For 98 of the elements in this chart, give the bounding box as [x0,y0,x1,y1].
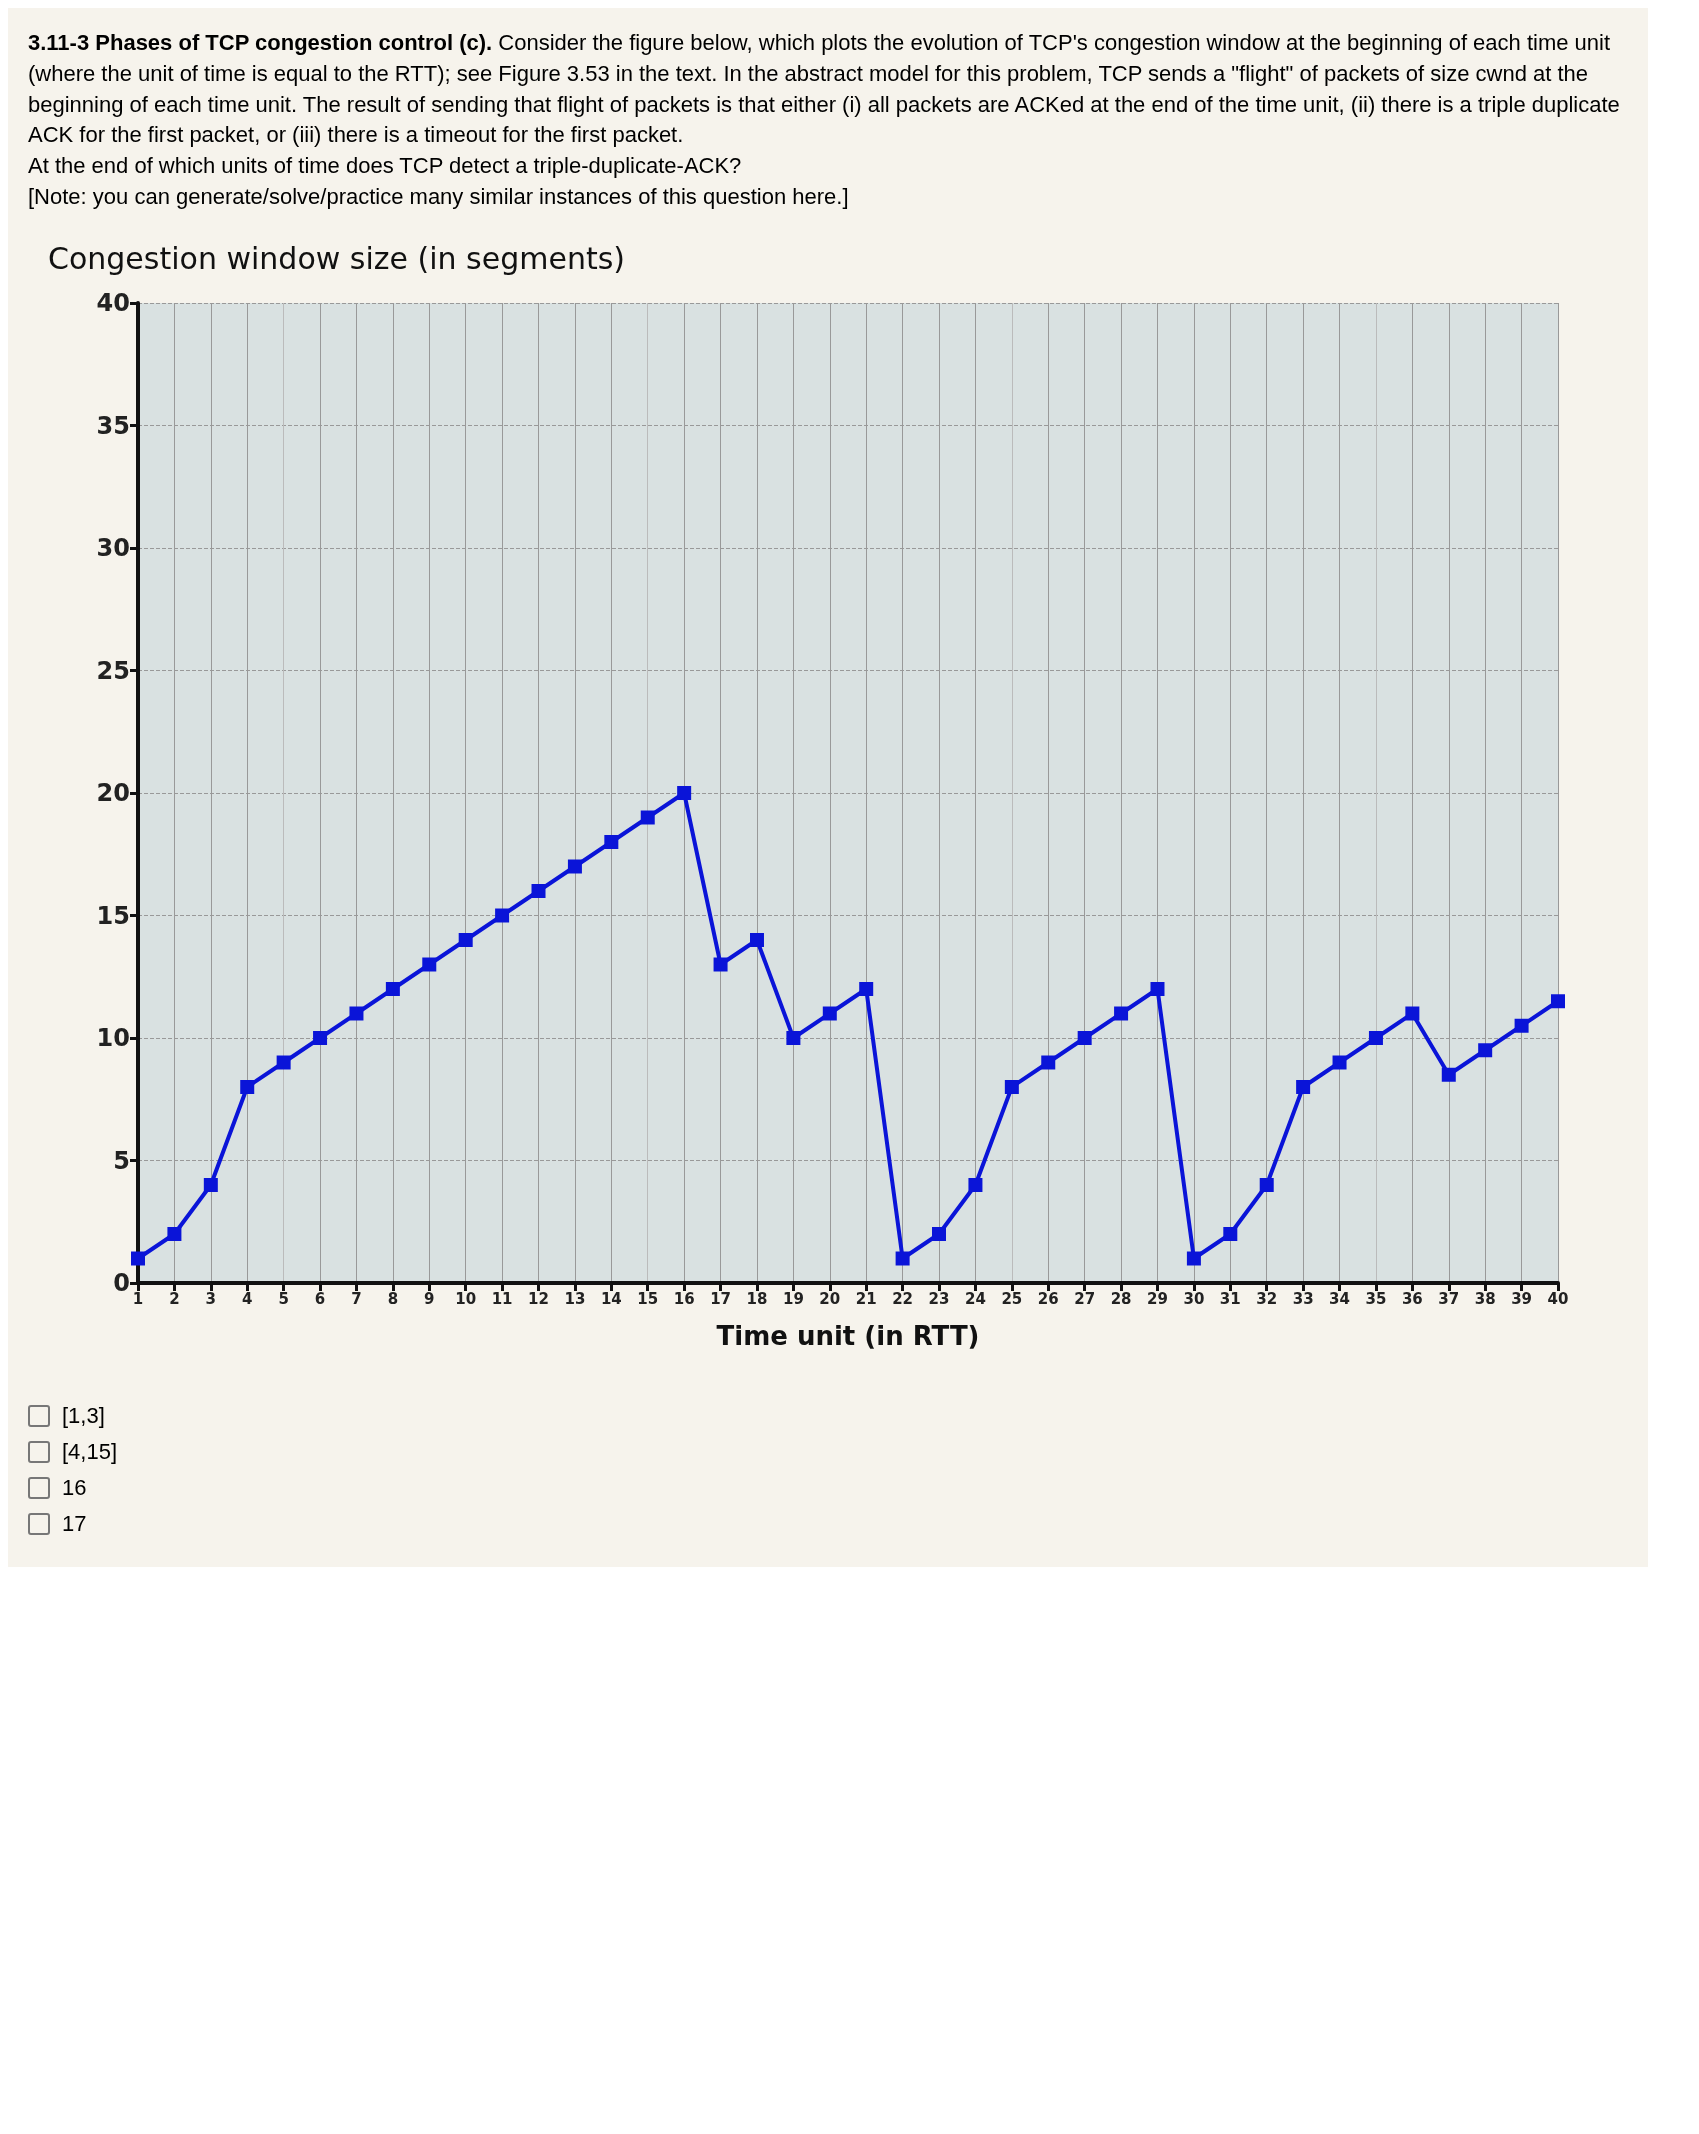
point [1259,1177,1274,1192]
point [1332,1055,1347,1070]
x-tick-label: 29 [1147,1289,1168,1308]
point [859,981,874,996]
point [349,1006,364,1021]
point [1478,1043,1493,1058]
y-tick-label: 30 [96,533,130,562]
point [131,1251,145,1266]
x-tick-label: 2 [169,1289,180,1308]
point [167,1226,182,1241]
text: [1,3] [62,1402,105,1429]
point [1077,1030,1092,1045]
x-tick-label: 27 [1074,1289,1096,1308]
point [677,785,692,800]
point [1514,1018,1529,1033]
point [932,1226,947,1241]
point [604,834,619,849]
point [713,957,728,972]
x-tick-label: 10 [455,1289,477,1308]
y-tick-label: 40 [96,288,130,317]
x-tick-label: 36 [1401,1289,1423,1308]
point [422,957,437,972]
x-tick-label: 40 [1547,1289,1569,1308]
point [203,1177,218,1192]
text: [4,15] [62,1438,118,1465]
x-tick-label: 37 [1438,1289,1460,1308]
point [786,1030,801,1045]
x-tick-label: 35 [1365,1289,1387,1308]
point [1186,1251,1201,1266]
x-tick-label: 33 [1292,1289,1314,1308]
chart-title: 3.11-3 Phases of TCP congestion control (c). [28,30,493,55]
x-tick-label: 4 [242,1289,253,1308]
text: [Note: you can generate/solve/practice many similar instances of this question here.] [28,183,850,211]
x-tick-label: 6 [314,1289,326,1308]
x-tick-label: 31 [1219,1289,1241,1308]
point [1114,1006,1129,1021]
x-tick-label: 14 [600,1289,622,1308]
text: 17 [62,1510,87,1537]
y-tick-label: 35 [96,411,130,440]
point [1296,1079,1311,1094]
x-tick-label: 15 [637,1289,659,1308]
x-tick-label: 12 [528,1289,549,1308]
x-tick-label: 32 [1256,1289,1278,1308]
x-tick-label: 38 [1474,1289,1496,1308]
point [822,1006,837,1021]
point [1441,1067,1456,1082]
x-tick-label: 23 [928,1289,950,1308]
x-tick-label: 22 [892,1289,914,1308]
y-tick-label: 10 [96,1023,130,1052]
x-axis-title: Time unit (in RTT) [716,1320,980,1351]
x-tick-label: 24 [965,1289,986,1308]
point [1150,981,1165,996]
point [567,859,582,874]
point [1551,994,1565,1009]
point [968,1177,983,1192]
x-tick-label: 21 [855,1289,877,1308]
point [531,883,546,898]
point [1368,1030,1383,1045]
y-tick-label: 5 [113,1146,130,1175]
x-tick-label: 19 [782,1289,804,1308]
point [1004,1079,1019,1094]
point [1223,1226,1238,1241]
text: 16 [62,1474,87,1501]
y-tick-label: 0 [113,1268,130,1297]
x-tick-label: 3 [205,1289,217,1308]
x-tick-label: 30 [1183,1289,1205,1308]
y-axis-title: Congestion window size (in segments) [48,240,626,276]
x-tick-label: 1 [132,1289,144,1308]
point [313,1030,328,1045]
point [240,1079,255,1094]
point [895,1251,910,1266]
y-tick-label: 15 [96,901,130,930]
y-tick-label: 20 [96,778,130,807]
x-tick-label: 18 [746,1289,768,1308]
y-tick-label: 25 [96,656,130,685]
x-tick-label: 28 [1110,1289,1132,1308]
text: At the end of which units of time does TCP detect a triple-duplicate-ACK? [28,152,743,181]
x-tick-label: 11 [491,1289,513,1308]
point [749,932,764,947]
x-tick-label: 25 [1001,1289,1023,1308]
x-tick-label: 9 [424,1289,435,1308]
x-tick-label: 34 [1329,1289,1350,1308]
x-tick-label: 5 [278,1289,289,1308]
point [640,810,655,825]
point [276,1055,291,1070]
point [385,981,400,996]
x-tick-label: 16 [673,1289,695,1308]
point [1405,1006,1420,1021]
point [458,932,473,947]
x-tick-label: 26 [1037,1289,1059,1308]
x-tick-label: 20 [819,1289,841,1308]
point [1041,1055,1056,1070]
x-tick-label: 39 [1511,1289,1533,1308]
x-tick-label: 17 [710,1289,731,1308]
x-tick-label: 13 [564,1289,586,1308]
point [495,908,510,923]
x-tick-label: 7 [351,1289,362,1308]
x-tick-label: 8 [387,1289,399,1308]
